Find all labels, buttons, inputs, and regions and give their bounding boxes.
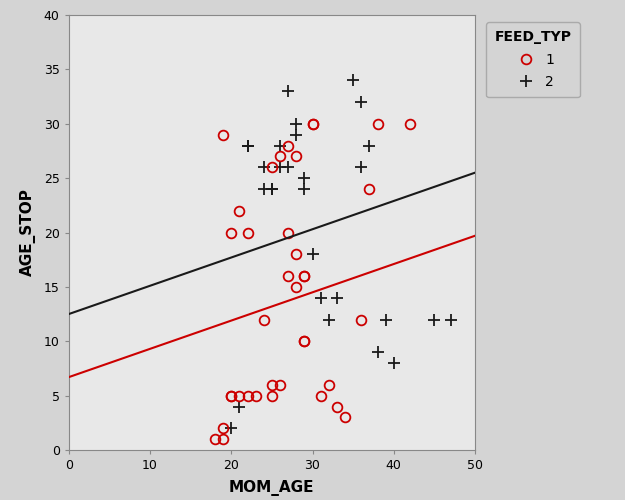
X-axis label: MOM_AGE: MOM_AGE [229, 480, 314, 496]
Legend: 1, 2: 1, 2 [486, 22, 579, 98]
Y-axis label: AGE_STOP: AGE_STOP [19, 188, 36, 276]
